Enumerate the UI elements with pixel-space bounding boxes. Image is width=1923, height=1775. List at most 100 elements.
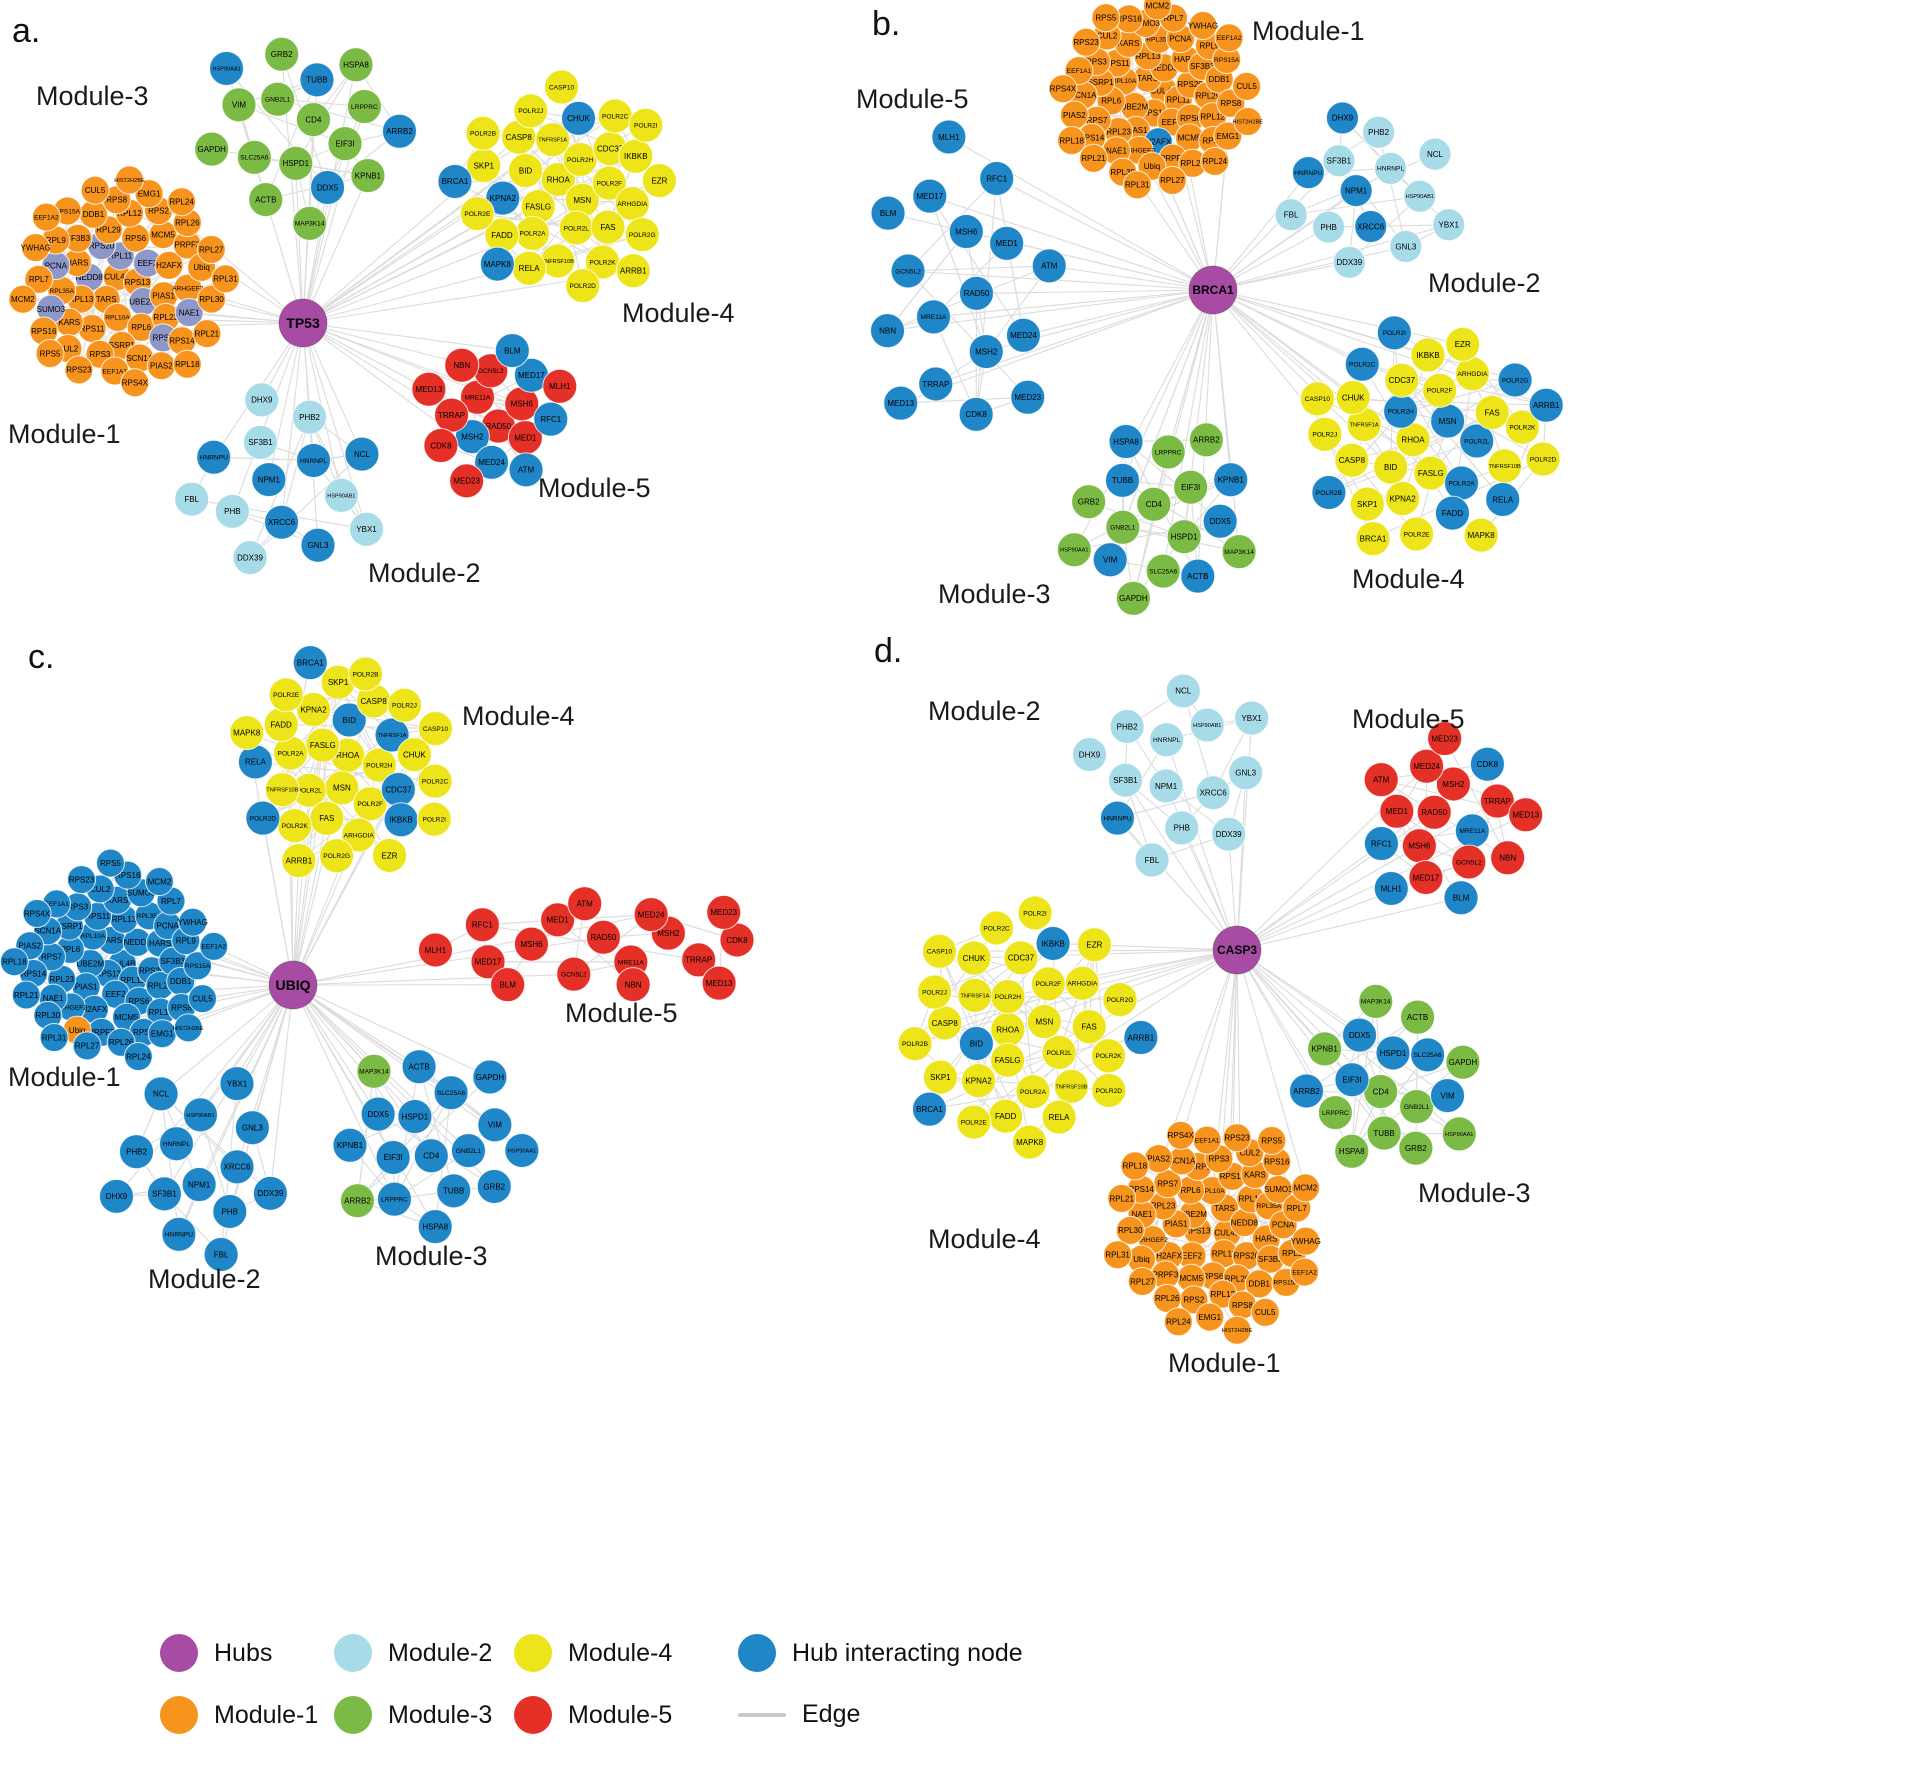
node-label: SLC25A6 xyxy=(240,155,269,162)
node-label: CD4 xyxy=(1146,500,1163,509)
node-label: MCM2 xyxy=(1146,2,1170,11)
node-label: POLR2K xyxy=(589,259,616,266)
node-label: RPL10A xyxy=(81,933,106,940)
node-label: SKP1 xyxy=(474,161,495,170)
node-label: TUBB xyxy=(1112,476,1133,485)
node-label: YWHAG xyxy=(21,243,51,252)
node-label: HIST2H2BE xyxy=(1233,120,1264,126)
node-label: MSH2 xyxy=(461,432,484,441)
node-MAPK8: MAPK8 xyxy=(1012,1124,1048,1160)
node-label: RFC1 xyxy=(540,415,561,424)
node-label: CHUK xyxy=(567,114,590,123)
node-label: DDX39 xyxy=(257,1189,283,1198)
node-label: TNFRSF10B xyxy=(266,788,298,794)
node-label: NCL xyxy=(1175,687,1192,696)
node-RPL31: RPL31 xyxy=(39,1023,69,1053)
edge xyxy=(1328,224,1449,228)
node-ATM: ATM xyxy=(508,452,544,488)
node-label: RPS4X xyxy=(122,379,149,388)
node-label: CUL4B xyxy=(104,272,130,281)
node-label: POLR2B xyxy=(1316,490,1343,497)
node-label: CASP8 xyxy=(361,697,388,706)
node-label: HNRNPL xyxy=(1377,166,1404,173)
node-POLR2C: POLR2C xyxy=(1344,346,1380,382)
node-label: MRE11A xyxy=(921,314,947,321)
node-label: MCM5 xyxy=(151,230,175,239)
node-label: RPL23 xyxy=(154,313,179,322)
node-label: RPL26 xyxy=(109,1038,134,1047)
node-label: FASLG xyxy=(1418,469,1444,478)
node-label: TRRAP xyxy=(1484,797,1511,806)
hub-edge xyxy=(302,322,513,352)
node-label: TNFRSF1A xyxy=(538,138,567,144)
node-label: HSPA8 xyxy=(1113,437,1139,446)
node-DHX9: DHX9 xyxy=(1071,737,1107,773)
node-label: POLR2D xyxy=(1530,456,1557,463)
node-label: RPL10A xyxy=(105,315,130,322)
node-POLR2H: POLR2H xyxy=(562,142,598,178)
node-label: ATM xyxy=(518,466,535,475)
node-NBN: NBN xyxy=(1490,840,1526,876)
node-label: XRCC6 xyxy=(223,1163,251,1172)
node-BRCA1: BRCA1 xyxy=(1355,521,1391,557)
node-label: POLR2I xyxy=(422,816,446,823)
node-label: RPL6 xyxy=(1101,97,1122,106)
node-NCL: NCL xyxy=(344,436,380,472)
node-label: POLR2A xyxy=(1020,1089,1047,1096)
node-label: HSPA8 xyxy=(343,61,369,70)
hub-edge xyxy=(148,193,304,324)
node-label: CDK8 xyxy=(430,441,452,450)
node-label: UBE2M xyxy=(77,959,105,968)
node-HSPA8: HSPA8 xyxy=(338,47,374,83)
node-label: TNFRSF10B xyxy=(1055,1084,1087,1090)
node-label: NCL xyxy=(354,450,371,459)
node-HSP90AA1: HSP90AA1 xyxy=(1056,532,1092,568)
node-label: RHOA xyxy=(547,175,571,184)
node-label: CDK8 xyxy=(1477,760,1499,769)
node-label: EMG1 xyxy=(151,1029,174,1038)
node-HSP90AA1: HSP90AA1 xyxy=(504,1132,540,1168)
node-label: SCN1A xyxy=(34,927,61,936)
node-label: HSP90AB1 xyxy=(1406,194,1434,200)
node-CHUK: CHUK xyxy=(561,100,597,136)
node-PHB2: PHB2 xyxy=(1109,708,1145,744)
node-ATM: ATM xyxy=(1031,248,1067,284)
edge xyxy=(1444,738,1509,859)
node-label: RPL7 xyxy=(1163,14,1184,23)
node-RPL21: RPL21 xyxy=(11,980,41,1010)
edge xyxy=(908,265,1050,272)
node-TUBB: TUBB xyxy=(436,1173,472,1209)
node-YBX1: YBX1 xyxy=(1234,700,1270,736)
node-label: RPL10A xyxy=(1112,78,1137,85)
node-label: RPL18 xyxy=(175,360,200,369)
node-label: MAP3K14 xyxy=(359,1069,389,1076)
node-EMG1: EMG1 xyxy=(1213,121,1243,151)
node-label: SSRP1 xyxy=(56,922,83,931)
node-label: KPNA2 xyxy=(490,194,517,203)
node-BLM: BLM xyxy=(870,195,906,231)
node-label: RPL13 xyxy=(1136,52,1161,61)
node-label: RPS6 xyxy=(125,234,146,243)
node-label: SF3B1 xyxy=(1113,776,1138,785)
node-MAP3K14: MAP3K14 xyxy=(292,205,328,241)
hub-edge xyxy=(292,984,379,1115)
node-label: ARRB2 xyxy=(386,127,413,136)
node-GNL3: GNL3 xyxy=(1228,755,1264,791)
node-label: YWHAG xyxy=(178,918,208,927)
node-NAE1: NAE1 xyxy=(174,298,204,328)
node-label: FBL xyxy=(1284,211,1299,220)
node-SF3B1: SF3B1 xyxy=(146,1176,182,1212)
node-MSN: MSN xyxy=(1026,1004,1062,1040)
node-POLR2F: POLR2F xyxy=(352,786,388,822)
node-label: DDB1 xyxy=(1209,75,1231,84)
node-NPM1: NPM1 xyxy=(251,462,287,498)
node-label: ARRB2 xyxy=(344,1196,371,1205)
node-MED24: MED24 xyxy=(474,444,510,480)
node-label: GNB2L1 xyxy=(265,97,291,104)
node-label: RPS11 xyxy=(80,324,105,333)
node-RPL18: RPL18 xyxy=(0,947,29,977)
node-CASP10: CASP10 xyxy=(544,69,580,105)
node-MED23: MED23 xyxy=(1010,379,1046,415)
hub-edge xyxy=(1236,949,1307,1189)
node-label: POLR2H xyxy=(366,762,393,769)
